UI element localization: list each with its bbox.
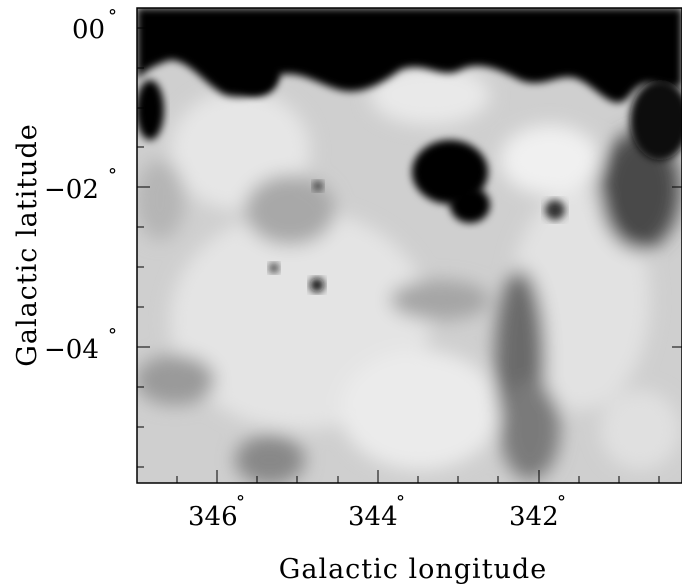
x-tick-label-2: 342: [509, 502, 559, 532]
x-tick-degree-0: °: [236, 492, 245, 513]
x-axis-ticks: [176, 470, 660, 483]
x-tick-degree-2: °: [557, 492, 566, 513]
x-tick-degree-1: °: [396, 492, 405, 513]
y-axis-title: Galactic latitude: [12, 123, 43, 366]
y-tick-label-1: −02: [44, 175, 99, 205]
y-tick-degree-1: °: [108, 165, 117, 186]
y-tick-degree-2: °: [108, 325, 117, 346]
y-tick-degree-0: °: [108, 6, 117, 27]
y-tick-label-0: 00: [72, 15, 105, 45]
x-tick-label-1: 344: [348, 502, 398, 532]
grayscale-emission-map: [137, 8, 682, 483]
y-axis-ticks: [137, 27, 682, 468]
plot-frame: [136, 7, 682, 484]
y-tick-label-2: −04: [44, 335, 99, 365]
x-axis-title: Galactic longitude: [279, 554, 547, 584]
x-tick-label-0: 346: [188, 502, 238, 532]
